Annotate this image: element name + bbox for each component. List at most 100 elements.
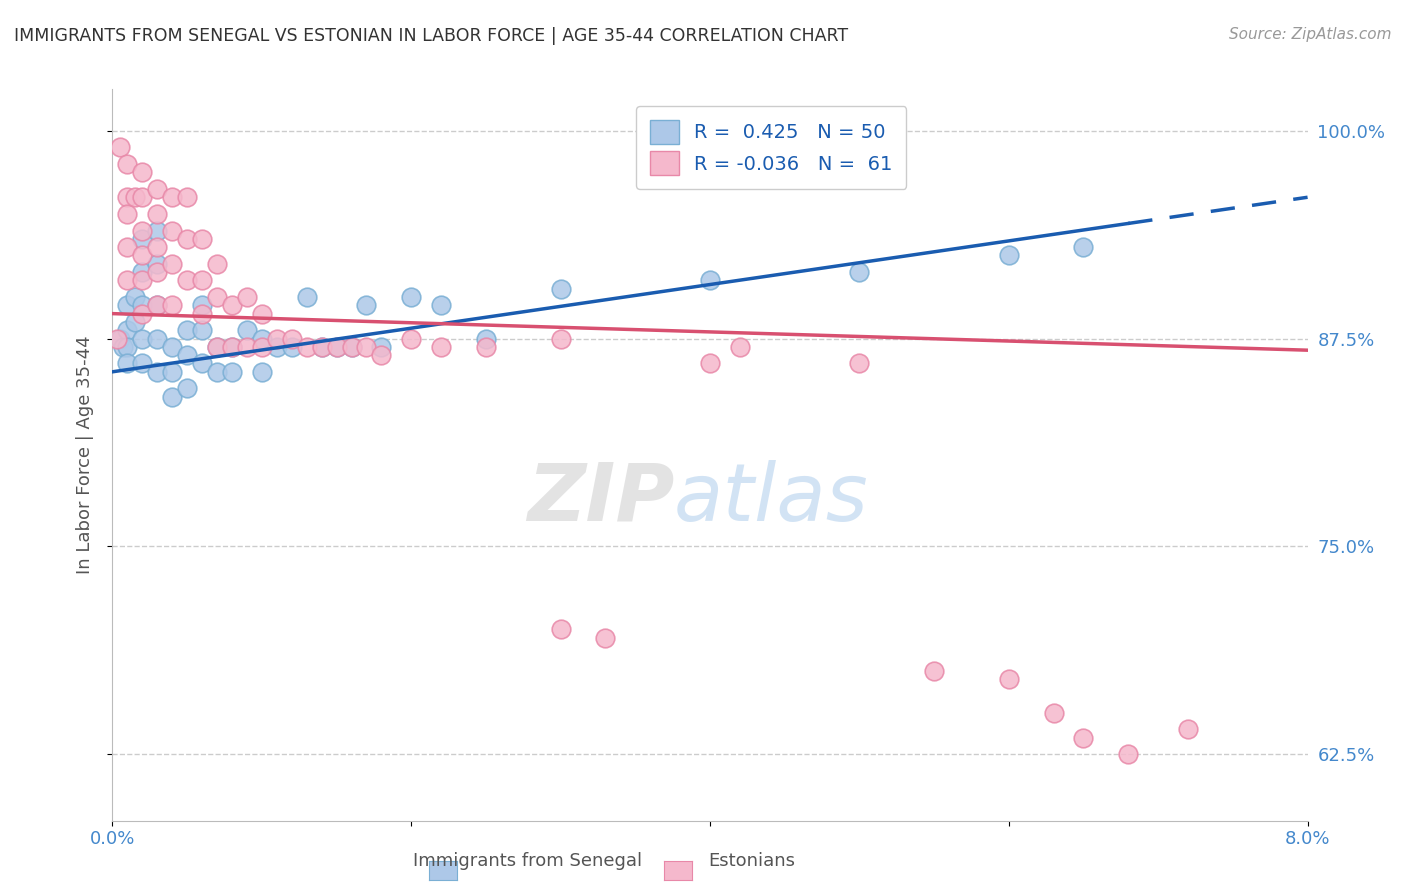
Point [221,340,243,354]
Point [108,332,131,346]
Point [146,257,169,271]
Point [131,356,153,370]
Point [281,332,304,346]
Point [728,340,751,354]
Point [370,340,392,354]
Point [236,340,259,354]
Point [221,365,243,379]
Point [191,232,214,246]
Point [131,248,153,262]
Point [162,340,183,354]
Point [117,207,139,221]
Point [108,140,131,154]
Point [922,664,945,678]
Point [311,340,333,354]
Point [191,307,214,321]
Point [311,340,333,354]
Point [295,340,318,354]
Legend: R =  0.425   N = 50, R = -0.036   N =  61: R = 0.425 N = 50, R = -0.036 N = 61 [636,106,907,189]
Text: Immigrants from Senegal: Immigrants from Senegal [413,852,641,870]
Point [162,190,183,204]
Point [117,340,139,354]
Point [295,290,318,304]
Point [176,190,198,204]
Point [325,340,347,354]
Point [340,340,363,354]
Point [356,340,378,354]
Point [281,340,304,354]
Point [117,323,139,337]
Point [205,290,228,304]
Point [430,340,453,354]
Point [146,265,169,279]
Point [205,340,228,354]
Point [117,273,139,287]
Point [176,323,198,337]
Text: atlas: atlas [675,459,869,538]
Point [162,365,183,379]
Point [131,273,153,287]
Point [146,298,169,312]
Point [131,307,153,321]
Point [205,340,228,354]
Point [146,240,169,254]
Point [250,365,273,379]
Point [146,365,169,379]
Point [699,356,721,370]
Text: Source: ZipAtlas.com: Source: ZipAtlas.com [1229,27,1392,42]
Y-axis label: In Labor Force | Age 35-44: In Labor Force | Age 35-44 [76,335,94,574]
Point [236,290,259,304]
Point [117,240,139,254]
Point [266,332,288,346]
Point [370,348,392,362]
Point [266,340,288,354]
Point [191,298,214,312]
Point [162,390,183,404]
Point [131,332,153,346]
Point [146,207,169,221]
Point [475,340,498,354]
Point [131,223,153,237]
Point [401,290,423,304]
Point [131,265,153,279]
Point [176,381,198,395]
Point [162,298,183,312]
Point [191,323,214,337]
Point [131,232,153,246]
Point [475,332,498,346]
Point [356,298,378,312]
Point [699,273,721,287]
Point [595,631,617,645]
Point [1042,706,1064,720]
Point [550,623,572,637]
Point [1177,722,1199,736]
Point [998,673,1021,687]
Point [250,307,273,321]
Point [250,332,273,346]
Point [236,323,259,337]
Point [146,223,169,237]
Text: IMMIGRANTS FROM SENEGAL VS ESTONIAN IN LABOR FORCE | AGE 35-44 CORRELATION CHART: IMMIGRANTS FROM SENEGAL VS ESTONIAN IN L… [14,27,848,45]
Point [221,340,243,354]
Point [117,190,139,204]
Point [131,165,153,179]
Point [124,190,146,204]
Point [325,340,347,354]
Point [124,315,146,329]
Point [205,365,228,379]
Point [550,332,572,346]
Point [146,332,169,346]
Point [250,340,273,354]
Point [111,340,134,354]
Point [191,273,214,287]
Point [848,356,870,370]
Point [1073,731,1095,745]
Point [191,356,214,370]
Point [1073,240,1095,254]
Point [998,248,1021,262]
Point [848,265,870,279]
Point [131,298,153,312]
Point [176,232,198,246]
Point [430,298,453,312]
Text: Estonians: Estonians [709,852,796,870]
